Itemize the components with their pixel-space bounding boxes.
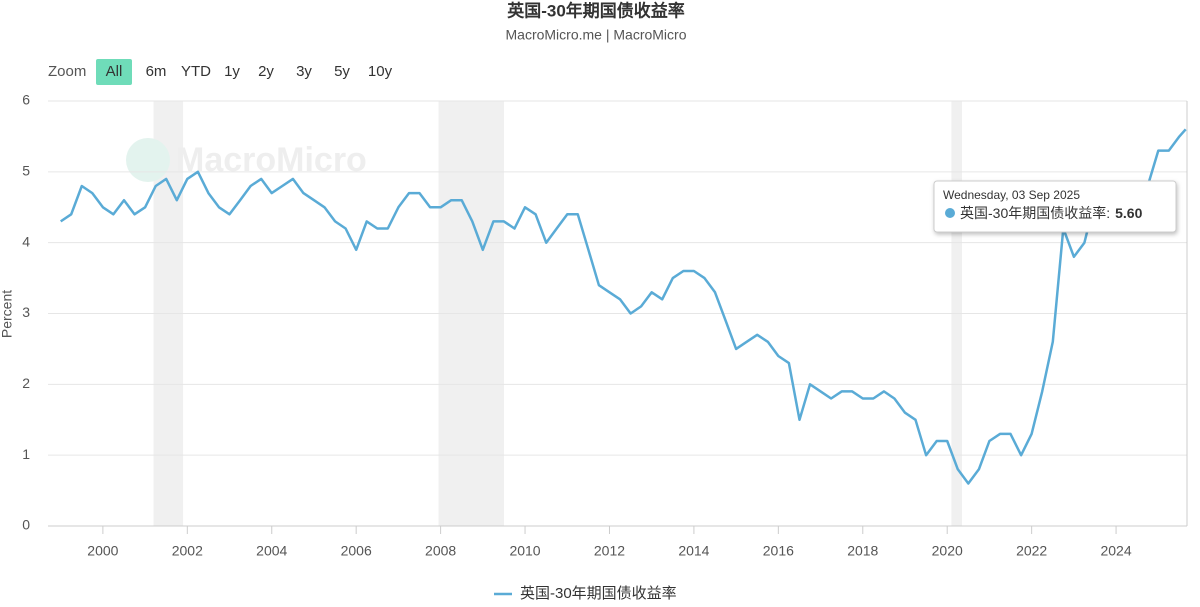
x-tick-label: 2010 [509,543,540,559]
range-button[interactable]: 3y [296,63,312,80]
range-button[interactable]: YTD [181,63,211,80]
chart-subtitle: MacroMicro.me | MacroMicro [506,27,687,43]
x-tick-label: 2012 [594,543,625,559]
range-button[interactable]: All [106,63,123,80]
watermark-logo [126,138,170,182]
tooltip: Wednesday, 03 Sep 2025 英国-30年期国债收益率: 5.60 [933,180,1177,233]
tooltip-label: 英国-30年期国债收益率: 5.60 [960,205,1143,221]
range-button[interactable]: 6m [146,63,167,80]
y-tick-label: 6 [22,92,30,108]
y-axis-label: Percent [0,290,15,338]
tooltip-date: Wednesday, 03 Sep 2025 [943,188,1080,202]
tooltip-value: 5.60 [1115,205,1142,221]
x-tick-label: 2018 [847,543,878,559]
tooltip-series: 英国-30年期国债收益率: [960,205,1110,221]
x-tick-label: 2014 [678,543,709,559]
y-tick-label: 4 [22,233,30,249]
x-tick-label: 2002 [172,543,203,559]
y-tick-label: 0 [22,517,30,533]
x-tick-label: 2004 [256,543,287,559]
y-tick-label: 2 [22,375,30,391]
tooltip-box [933,180,1177,233]
legend-label[interactable]: 英国-30年期国债收益率 [520,584,677,602]
x-tick-label: 2008 [425,543,456,559]
range-button[interactable]: 2y [258,63,274,80]
range-button[interactable]: 1y [224,63,240,80]
chart-title: 英国-30年期国债收益率 [507,0,685,20]
range-button[interactable]: 5y [334,63,350,80]
y-tick-label: 5 [22,163,30,179]
y-tick-label: 3 [22,304,30,320]
x-tick-label: 2022 [1016,543,1047,559]
x-tick-label: 2000 [87,543,118,559]
x-tick-label: 2024 [1100,543,1131,559]
tooltip-marker [945,208,955,218]
series-line [59,128,1187,485]
zoom-label: Zoom [48,63,86,80]
x-tick-label: 2006 [341,543,372,559]
x-tick-label: 2016 [763,543,794,559]
range-button[interactable]: 10y [368,63,393,80]
watermark: MacroMicro [176,141,367,179]
y-tick-label: 1 [22,446,30,462]
range-button-bg [96,59,132,85]
x-tick-label: 2020 [932,543,963,559]
